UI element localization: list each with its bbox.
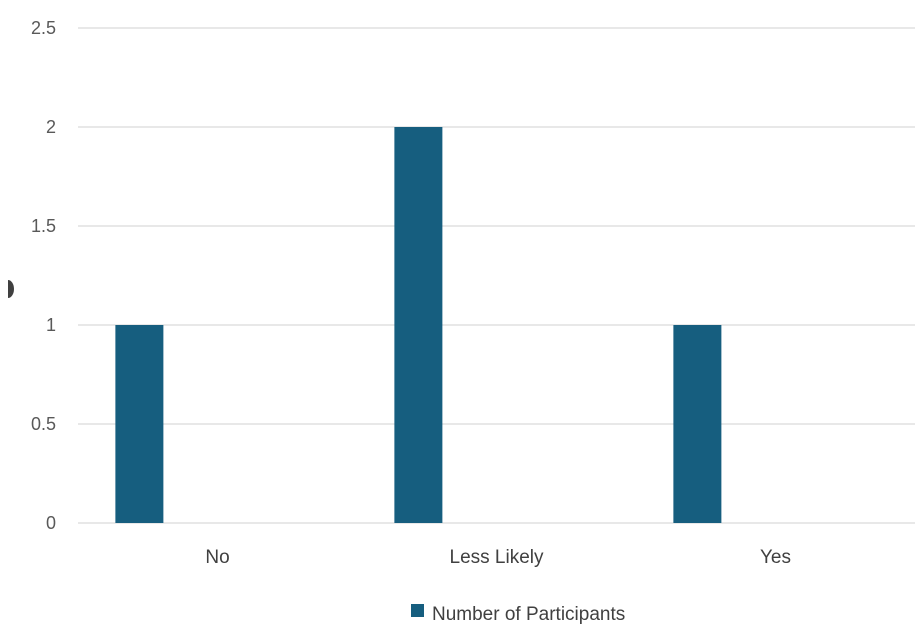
legend-swatch [411, 604, 424, 617]
x-category-label: Less Likely [450, 547, 544, 568]
x-category-label: Yes [760, 547, 791, 568]
bar-less-likely [394, 127, 443, 523]
legend-label: Number of Participants [432, 604, 625, 625]
gridlines [78, 27, 915, 524]
y-tick-label: 0 [46, 513, 56, 533]
y-tick-label: 1.5 [31, 216, 56, 236]
legend: Number of Participants [411, 604, 625, 625]
x-axis-categories: No Less Likely Yes [205, 547, 791, 568]
bar-yes [673, 325, 722, 523]
y-tick-label: 1 [46, 315, 56, 335]
y-tick-label: 2 [46, 117, 56, 137]
y-tick-label: 2.5 [31, 18, 56, 38]
bar-no [115, 325, 164, 523]
bars [115, 127, 722, 523]
y-tick-label: 0.5 [31, 414, 56, 434]
x-category-label: No [205, 547, 229, 568]
axis-title-fragment [8, 280, 14, 298]
y-axis-ticks: 0 0.5 1 1.5 2 2.5 [31, 18, 56, 533]
